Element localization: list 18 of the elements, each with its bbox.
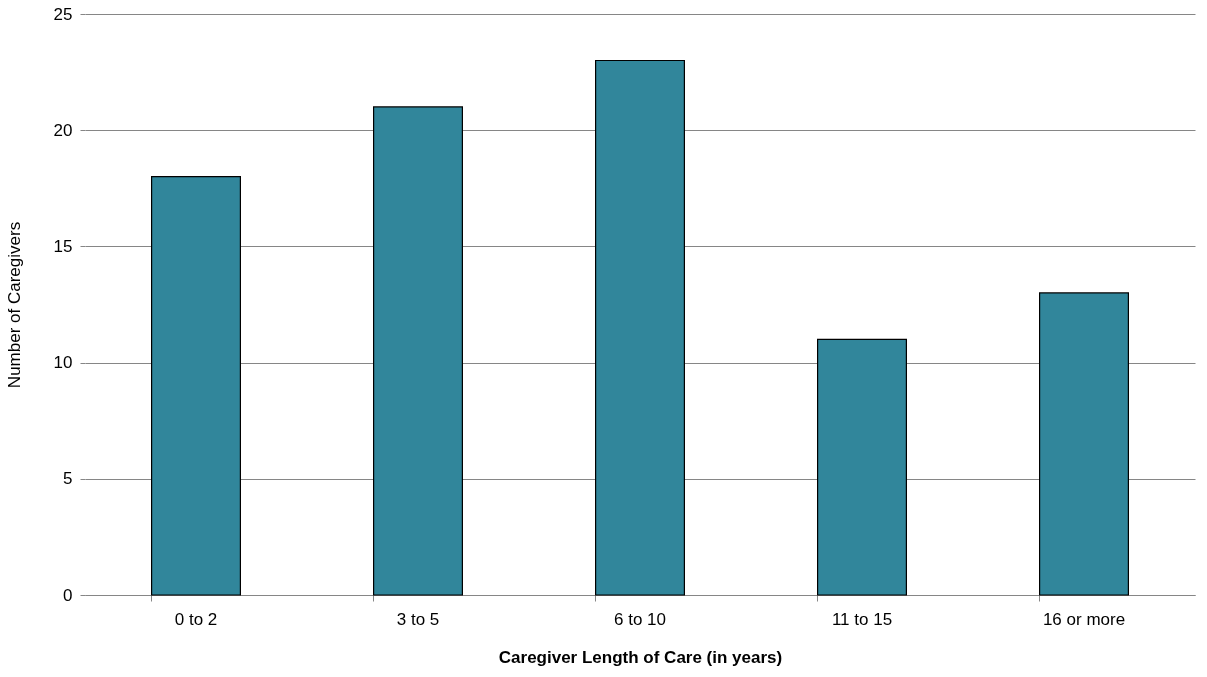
y-tick-label: 25 [53,4,73,24]
y-axis-title: Number of Caregivers [4,221,24,389]
x-tick-label: 11 to 15 [831,609,893,629]
x-tick-label: 3 to 5 [396,609,440,629]
y-tick-label: 20 [53,120,73,140]
y-tick-label: 0 [63,585,73,605]
bar [817,338,907,596]
bar [151,176,241,596]
x-tick-label: 0 to 2 [174,609,218,629]
bar [595,59,685,596]
y-tick-label: 10 [53,353,73,373]
y-tick-label: 5 [63,469,73,489]
bar [373,106,463,596]
y-tick-label: 15 [53,236,73,256]
x-tick-label: 6 to 10 [614,609,666,629]
bar [1039,292,1129,596]
x-tick-label: 16 or more [1042,609,1126,629]
x-axis-title: Caregiver Length of Care (in years) [498,647,783,667]
